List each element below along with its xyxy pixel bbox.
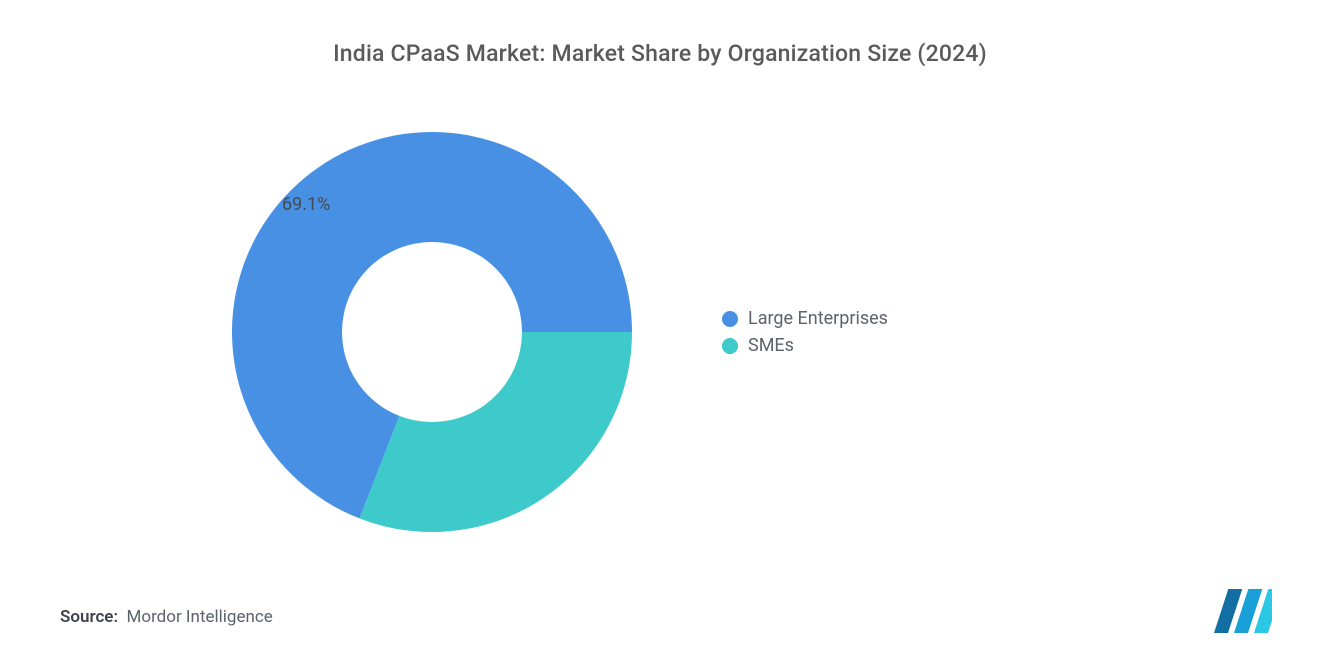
legend-item-0: Large Enterprises <box>722 308 888 329</box>
legend-swatch-0 <box>722 311 738 327</box>
chart-title: India CPaaS Market: Market Share by Orga… <box>60 40 1260 67</box>
source-label: Source: <box>60 607 118 627</box>
donut-svg <box>232 132 632 532</box>
legend-label-1: SMEs <box>748 335 794 356</box>
legend-label-0: Large Enterprises <box>748 308 888 329</box>
slice-label-0: 69.1% <box>282 194 330 215</box>
donut-chart: 69.1% <box>232 132 632 532</box>
source-line: Source: Mordor Intelligence <box>60 607 273 627</box>
legend-item-1: SMEs <box>722 335 888 356</box>
legend-swatch-1 <box>722 338 738 354</box>
chart-body: 69.1% Large Enterprises SMEs <box>60 97 1260 567</box>
chart-container: India CPaaS Market: Market Share by Orga… <box>0 0 1320 665</box>
source-text: Mordor Intelligence <box>127 607 273 627</box>
donut-hole <box>342 242 522 422</box>
legend: Large Enterprises SMEs <box>722 308 888 356</box>
brand-logo <box>1212 589 1272 633</box>
